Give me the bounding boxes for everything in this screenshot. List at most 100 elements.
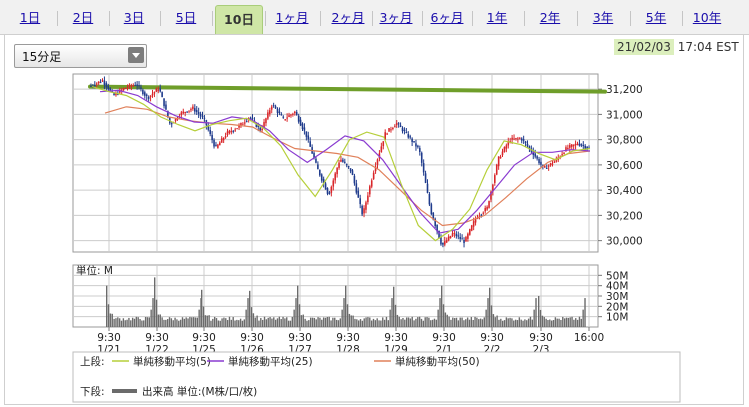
- candle-body: [124, 87, 127, 89]
- volume-bar: [492, 314, 495, 327]
- tab-9[interactable]: 6ヶ月: [430, 10, 464, 25]
- volume-bar: [293, 309, 295, 327]
- candle-body: [234, 129, 236, 131]
- candle-body: [344, 161, 346, 163]
- candle-body: [495, 164, 498, 175]
- volume-bar: [157, 314, 160, 327]
- candle-body: [245, 121, 248, 123]
- volume-bar: [178, 320, 180, 327]
- candle-body: [278, 111, 281, 114]
- candle-body: [520, 138, 523, 141]
- volume-bar: [131, 317, 134, 327]
- tab-7[interactable]: 2ヶ月: [331, 10, 365, 25]
- candle-body: [95, 83, 98, 85]
- volume-bar: [468, 319, 471, 327]
- candle-body: [586, 146, 588, 149]
- volume-y-tick-label: 50M: [606, 270, 628, 282]
- candle-body: [545, 167, 548, 169]
- volume-bar: [339, 318, 342, 327]
- candle-body: [415, 143, 417, 147]
- volume-bar: [273, 317, 275, 327]
- tab-13[interactable]: 5年: [645, 10, 667, 25]
- volume-bar: [571, 316, 573, 327]
- candle-body: [299, 119, 302, 126]
- candle-body: [207, 125, 210, 130]
- candle-body: [367, 195, 369, 203]
- volume-bar: [560, 319, 562, 327]
- reference-line: [88, 84, 607, 94]
- volume-bar: [144, 316, 147, 327]
- volume-bar: [139, 319, 141, 327]
- tab-2[interactable]: 2日: [72, 10, 94, 25]
- volume-bar: [324, 317, 327, 327]
- x-tick-label-time: 9:30: [192, 332, 216, 344]
- volume-bar: [527, 318, 530, 327]
- volume-y-tick-label: 20M: [606, 301, 628, 313]
- volume-bar: [529, 316, 532, 327]
- volume-bar: [498, 319, 500, 327]
- tab-separator: [372, 11, 373, 26]
- candle-body: [413, 141, 415, 143]
- candle-body: [324, 183, 327, 190]
- tab-8[interactable]: 3ヶ月: [379, 10, 413, 25]
- candle-body: [486, 206, 488, 210]
- tab-4[interactable]: 5日: [175, 10, 197, 25]
- volume-bar: [435, 319, 438, 327]
- volume-bar: [582, 309, 584, 327]
- tab-separator: [160, 11, 161, 26]
- candle-body: [582, 145, 585, 147]
- volume-bar: [150, 309, 152, 327]
- tab-3[interactable]: 3日: [123, 10, 145, 25]
- tab-1[interactable]: 1日: [19, 10, 41, 25]
- interval-select[interactable]: 15分足: [14, 44, 147, 68]
- volume-bar: [411, 316, 413, 327]
- volume-bar: [202, 306, 205, 327]
- volume-y-tick-label: 10M: [606, 312, 628, 324]
- tab-14[interactable]: 10年: [692, 10, 722, 25]
- volume-bar: [405, 317, 408, 327]
- candle-body: [261, 128, 263, 131]
- volume-bar: [372, 318, 375, 327]
- candle-body: [190, 109, 192, 111]
- tab-6[interactable]: 1ヶ月: [275, 10, 309, 25]
- candle-body: [334, 173, 336, 181]
- volume-bar: [225, 318, 227, 327]
- volume-bar: [122, 318, 125, 327]
- volume-bar: [501, 320, 504, 327]
- candle-body: [326, 187, 329, 194]
- candle-body: [576, 144, 579, 146]
- volume-bar: [535, 298, 537, 327]
- candle-body: [549, 163, 552, 166]
- tab-11[interactable]: 2年: [539, 10, 561, 25]
- volume-bar: [126, 319, 128, 327]
- volume-bar: [441, 285, 443, 327]
- tab-12[interactable]: 3年: [592, 10, 614, 25]
- candle-body: [522, 139, 525, 141]
- tab-5[interactable]: 10日: [215, 5, 263, 34]
- volume-bar: [113, 318, 115, 327]
- candle-body: [567, 147, 569, 149]
- volume-bar: [159, 314, 161, 327]
- tab-10[interactable]: 1年: [486, 10, 508, 25]
- volume-bar: [507, 318, 509, 327]
- candle-body: [320, 174, 323, 181]
- candle-body: [103, 80, 106, 85]
- volume-bar: [239, 318, 242, 327]
- candle-body: [374, 166, 377, 172]
- volume-bar: [208, 315, 210, 327]
- candle-body: [382, 141, 385, 147]
- volume-bar: [538, 296, 540, 327]
- legend-item-label: 単純移動平均(50): [395, 355, 480, 368]
- chevron-down-icon[interactable]: [128, 47, 144, 63]
- x-tick-label-time: 9:30: [432, 332, 456, 344]
- volume-bar: [341, 309, 343, 327]
- candle-body: [272, 105, 275, 107]
- volume-bar: [431, 319, 434, 327]
- candle-body: [584, 145, 586, 149]
- volume-bar: [106, 285, 108, 327]
- volume-bar: [286, 317, 288, 327]
- volume-bar: [280, 319, 282, 327]
- volume-bar: [476, 317, 478, 327]
- volume-bar: [363, 318, 365, 327]
